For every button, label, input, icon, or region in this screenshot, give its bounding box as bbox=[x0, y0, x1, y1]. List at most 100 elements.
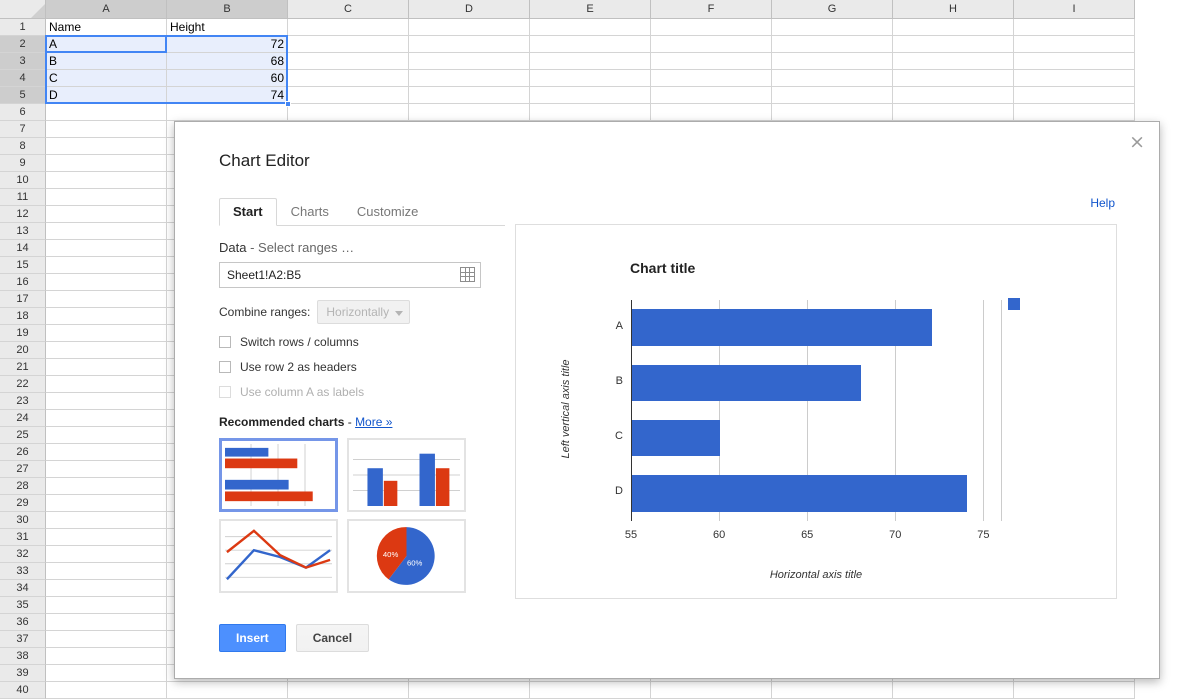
column-header-e[interactable]: E bbox=[530, 0, 651, 19]
cell-D40[interactable] bbox=[409, 682, 530, 699]
row-header-3[interactable]: 3 bbox=[0, 53, 46, 70]
cell-B2[interactable]: 72 bbox=[167, 36, 288, 53]
row-header-25[interactable]: 25 bbox=[0, 427, 46, 444]
row-header-12[interactable]: 12 bbox=[0, 206, 46, 223]
cell-C40[interactable] bbox=[288, 682, 409, 699]
cell-C5[interactable] bbox=[288, 87, 409, 104]
cell-A1[interactable]: Name bbox=[46, 19, 167, 36]
cell-A29[interactable] bbox=[46, 495, 167, 512]
row-header-21[interactable]: 21 bbox=[0, 359, 46, 376]
cell-D6[interactable] bbox=[409, 104, 530, 121]
row-header-28[interactable]: 28 bbox=[0, 478, 46, 495]
cell-B40[interactable] bbox=[167, 682, 288, 699]
cell-A17[interactable] bbox=[46, 291, 167, 308]
close-icon[interactable]: × bbox=[1129, 131, 1145, 153]
checkbox-switch-rows-columns[interactable]: Switch rows / columns bbox=[219, 335, 509, 349]
cell-A15[interactable] bbox=[46, 257, 167, 274]
cell-H4[interactable] bbox=[893, 70, 1014, 87]
column-header-b[interactable]: B bbox=[167, 0, 288, 19]
checkbox-use-row-as-headers[interactable]: Use row 2 as headers bbox=[219, 360, 509, 374]
cell-C6[interactable] bbox=[288, 104, 409, 121]
chart-preview-panel[interactable]: Chart title Left vertical axis title Hor… bbox=[515, 224, 1117, 599]
cell-A27[interactable] bbox=[46, 461, 167, 478]
cell-H2[interactable] bbox=[893, 36, 1014, 53]
column-header-f[interactable]: F bbox=[651, 0, 772, 19]
row-header-26[interactable]: 26 bbox=[0, 444, 46, 461]
cell-I1[interactable] bbox=[1014, 19, 1135, 36]
row-header-14[interactable]: 14 bbox=[0, 240, 46, 257]
row-header-4[interactable]: 4 bbox=[0, 70, 46, 87]
cell-A32[interactable] bbox=[46, 546, 167, 563]
cell-I5[interactable] bbox=[1014, 87, 1135, 104]
row-header-6[interactable]: 6 bbox=[0, 104, 46, 121]
cell-F40[interactable] bbox=[651, 682, 772, 699]
row-header-10[interactable]: 10 bbox=[0, 172, 46, 189]
select-all-corner[interactable] bbox=[0, 0, 46, 19]
row-header-20[interactable]: 20 bbox=[0, 342, 46, 359]
cell-A2[interactable]: A bbox=[46, 36, 167, 53]
cell-A40[interactable] bbox=[46, 682, 167, 699]
row-header-19[interactable]: 19 bbox=[0, 325, 46, 342]
cell-A14[interactable] bbox=[46, 240, 167, 257]
cell-A31[interactable] bbox=[46, 529, 167, 546]
row-header-18[interactable]: 18 bbox=[0, 308, 46, 325]
cell-A35[interactable] bbox=[46, 597, 167, 614]
row-header-34[interactable]: 34 bbox=[0, 580, 46, 597]
cell-A34[interactable] bbox=[46, 580, 167, 597]
help-link[interactable]: Help bbox=[1090, 196, 1115, 210]
row-header-40[interactable]: 40 bbox=[0, 682, 46, 699]
checkbox-icon[interactable] bbox=[219, 361, 231, 373]
cell-H40[interactable] bbox=[893, 682, 1014, 699]
cell-F1[interactable] bbox=[651, 19, 772, 36]
cell-A3[interactable]: B bbox=[46, 53, 167, 70]
cell-G5[interactable] bbox=[772, 87, 893, 104]
cell-A5[interactable]: D bbox=[46, 87, 167, 104]
tab-charts[interactable]: Charts bbox=[290, 204, 329, 219]
cell-E2[interactable] bbox=[530, 36, 651, 53]
row-header-33[interactable]: 33 bbox=[0, 563, 46, 580]
column-header-c[interactable]: C bbox=[288, 0, 409, 19]
column-header-d[interactable]: D bbox=[409, 0, 530, 19]
cell-A16[interactable] bbox=[46, 274, 167, 291]
cell-H6[interactable] bbox=[893, 104, 1014, 121]
grid-picker-icon[interactable] bbox=[460, 267, 475, 282]
row-header-8[interactable]: 8 bbox=[0, 138, 46, 155]
combine-ranges-select[interactable]: Horizontally bbox=[317, 300, 411, 324]
pie-chart-thumbnail[interactable]: 40% 60% bbox=[347, 519, 466, 593]
cell-A24[interactable] bbox=[46, 410, 167, 427]
cell-A22[interactable] bbox=[46, 376, 167, 393]
cell-A10[interactable] bbox=[46, 172, 167, 189]
cell-C3[interactable] bbox=[288, 53, 409, 70]
cell-H5[interactable] bbox=[893, 87, 1014, 104]
cell-A4[interactable]: C bbox=[46, 70, 167, 87]
cell-F4[interactable] bbox=[651, 70, 772, 87]
row-header-22[interactable]: 22 bbox=[0, 376, 46, 393]
cell-H1[interactable] bbox=[893, 19, 1014, 36]
row-header-16[interactable]: 16 bbox=[0, 274, 46, 291]
cell-A9[interactable] bbox=[46, 155, 167, 172]
column-header-i[interactable]: I bbox=[1014, 0, 1135, 19]
cell-B3[interactable]: 68 bbox=[167, 53, 288, 70]
cell-A13[interactable] bbox=[46, 223, 167, 240]
row-header-1[interactable]: 1 bbox=[0, 19, 46, 36]
cell-I4[interactable] bbox=[1014, 70, 1135, 87]
cell-A25[interactable] bbox=[46, 427, 167, 444]
bar-chart-thumbnail[interactable] bbox=[219, 438, 338, 512]
cell-C2[interactable] bbox=[288, 36, 409, 53]
cell-A18[interactable] bbox=[46, 308, 167, 325]
row-header-30[interactable]: 30 bbox=[0, 512, 46, 529]
cell-A8[interactable] bbox=[46, 138, 167, 155]
data-range-input[interactable] bbox=[219, 262, 481, 288]
column-header-g[interactable]: G bbox=[772, 0, 893, 19]
tab-start[interactable]: Start bbox=[219, 198, 277, 226]
row-header-2[interactable]: 2 bbox=[0, 36, 46, 53]
cell-E40[interactable] bbox=[530, 682, 651, 699]
cell-E6[interactable] bbox=[530, 104, 651, 121]
row-header-27[interactable]: 27 bbox=[0, 461, 46, 478]
row-header-35[interactable]: 35 bbox=[0, 597, 46, 614]
cell-A19[interactable] bbox=[46, 325, 167, 342]
cell-F5[interactable] bbox=[651, 87, 772, 104]
row-header-13[interactable]: 13 bbox=[0, 223, 46, 240]
column-chart-thumbnail[interactable] bbox=[347, 438, 466, 512]
cell-A36[interactable] bbox=[46, 614, 167, 631]
